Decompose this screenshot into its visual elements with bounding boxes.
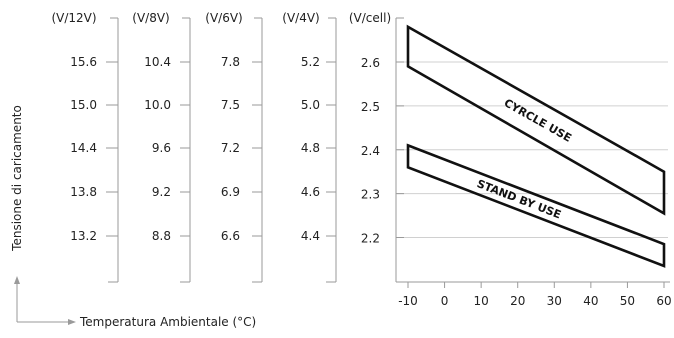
tick-label-8v: 10.4 xyxy=(144,55,171,69)
secondary-axis-8v: (V/8V) 10.4 10.0 9.6 9.2 8.8 xyxy=(132,11,191,283)
tick-label-6v: 7.5 xyxy=(221,98,240,112)
x-tick-label: 60 xyxy=(656,294,671,308)
band-stand-by-use xyxy=(406,143,666,268)
x-axis-title: Temperatura Ambientale (°C) xyxy=(79,315,256,329)
x-tick-labels: -10 0 10 20 30 40 50 60 xyxy=(398,282,672,308)
tick-label-6v: 7.8 xyxy=(221,55,240,69)
tick-label-4v: 5.2 xyxy=(301,55,320,69)
x-tick-label: 50 xyxy=(620,294,635,308)
x-tick-label: 20 xyxy=(510,294,525,308)
unit-label-12v: (V/12V) xyxy=(51,11,96,25)
y-unit-label: (V/cell) xyxy=(349,11,391,25)
tick-marks-12v xyxy=(106,61,118,237)
tick-label-4v: 4.8 xyxy=(301,141,320,155)
y-tick-label: 2.4 xyxy=(361,144,380,158)
band-label-cyrcle-use: CYRCLE USE xyxy=(502,96,574,144)
tick-labels-6v: 7.8 7.5 7.2 6.9 6.6 xyxy=(221,55,240,243)
tick-label-12v: 15.0 xyxy=(70,98,97,112)
tick-label-8v: 8.8 xyxy=(152,229,171,243)
secondary-axis-4v: (V/4V) 5.2 5.0 4.8 4.6 4.4 xyxy=(282,11,337,283)
tick-label-8v: 9.6 xyxy=(152,141,171,155)
tick-label-6v: 7.2 xyxy=(221,141,240,155)
tick-label-4v: 5.0 xyxy=(301,98,320,112)
tick-label-6v: 6.9 xyxy=(221,185,240,199)
x-tick-label: -10 xyxy=(398,294,418,308)
y-tick-label: 2.6 xyxy=(361,56,380,70)
y-tick-labels: 2.2 2.3 2.4 2.5 2.6 xyxy=(361,56,404,246)
x-tick-label: 30 xyxy=(547,294,562,308)
tick-label-12v: 13.8 xyxy=(70,185,97,199)
unit-label-4v: (V/4V) xyxy=(282,11,319,25)
x-title-arrow xyxy=(17,319,76,325)
tick-labels-4v: 5.2 5.0 4.8 4.6 4.4 xyxy=(301,55,320,243)
x-tick-label: 40 xyxy=(583,294,598,308)
tick-label-4v: 4.4 xyxy=(301,229,320,243)
tick-marks-8v xyxy=(180,61,190,237)
y-title-arrow xyxy=(14,276,20,322)
x-tick-label: 10 xyxy=(474,294,489,308)
x-tick-label: 0 xyxy=(441,294,449,308)
tick-marks-4v xyxy=(326,61,336,237)
tick-label-8v: 10.0 xyxy=(144,98,171,112)
unit-label-6v: (V/6V) xyxy=(205,11,242,25)
secondary-axis-12v: (V/12V) 15.6 15.0 14.4 13.8 13.2 xyxy=(51,11,119,283)
tick-label-6v: 6.6 xyxy=(221,229,240,243)
y-tick-label: 2.5 xyxy=(361,100,380,114)
tick-labels-12v: 15.6 15.0 14.4 13.8 13.2 xyxy=(70,55,97,243)
data-bands xyxy=(406,24,666,268)
tick-label-8v: 9.2 xyxy=(152,185,171,199)
tick-label-4v: 4.6 xyxy=(301,185,320,199)
main-plot: (V/cell) 2.2 2.3 2.4 2.5 2.6 -10 0 10 20 30 40 50 6… xyxy=(349,11,672,308)
secondary-axis-6v: (V/6V) 7.8 7.5 7.2 6.9 6.6 xyxy=(205,11,263,283)
tick-marks-6v xyxy=(252,61,262,237)
tick-label-12v: 14.4 xyxy=(70,141,97,155)
y-tick-label: 2.2 xyxy=(361,232,380,246)
tick-label-12v: 13.2 xyxy=(70,229,97,243)
band-cyrcle-use xyxy=(406,24,666,216)
y-axis-title: Tensione di caricamento xyxy=(10,105,24,252)
y-tick-label: 2.3 xyxy=(361,188,380,202)
unit-label-8v: (V/8V) xyxy=(132,11,169,25)
tick-label-12v: 15.6 xyxy=(70,55,97,69)
tick-labels-8v: 10.4 10.0 9.6 9.2 8.8 xyxy=(144,55,171,243)
